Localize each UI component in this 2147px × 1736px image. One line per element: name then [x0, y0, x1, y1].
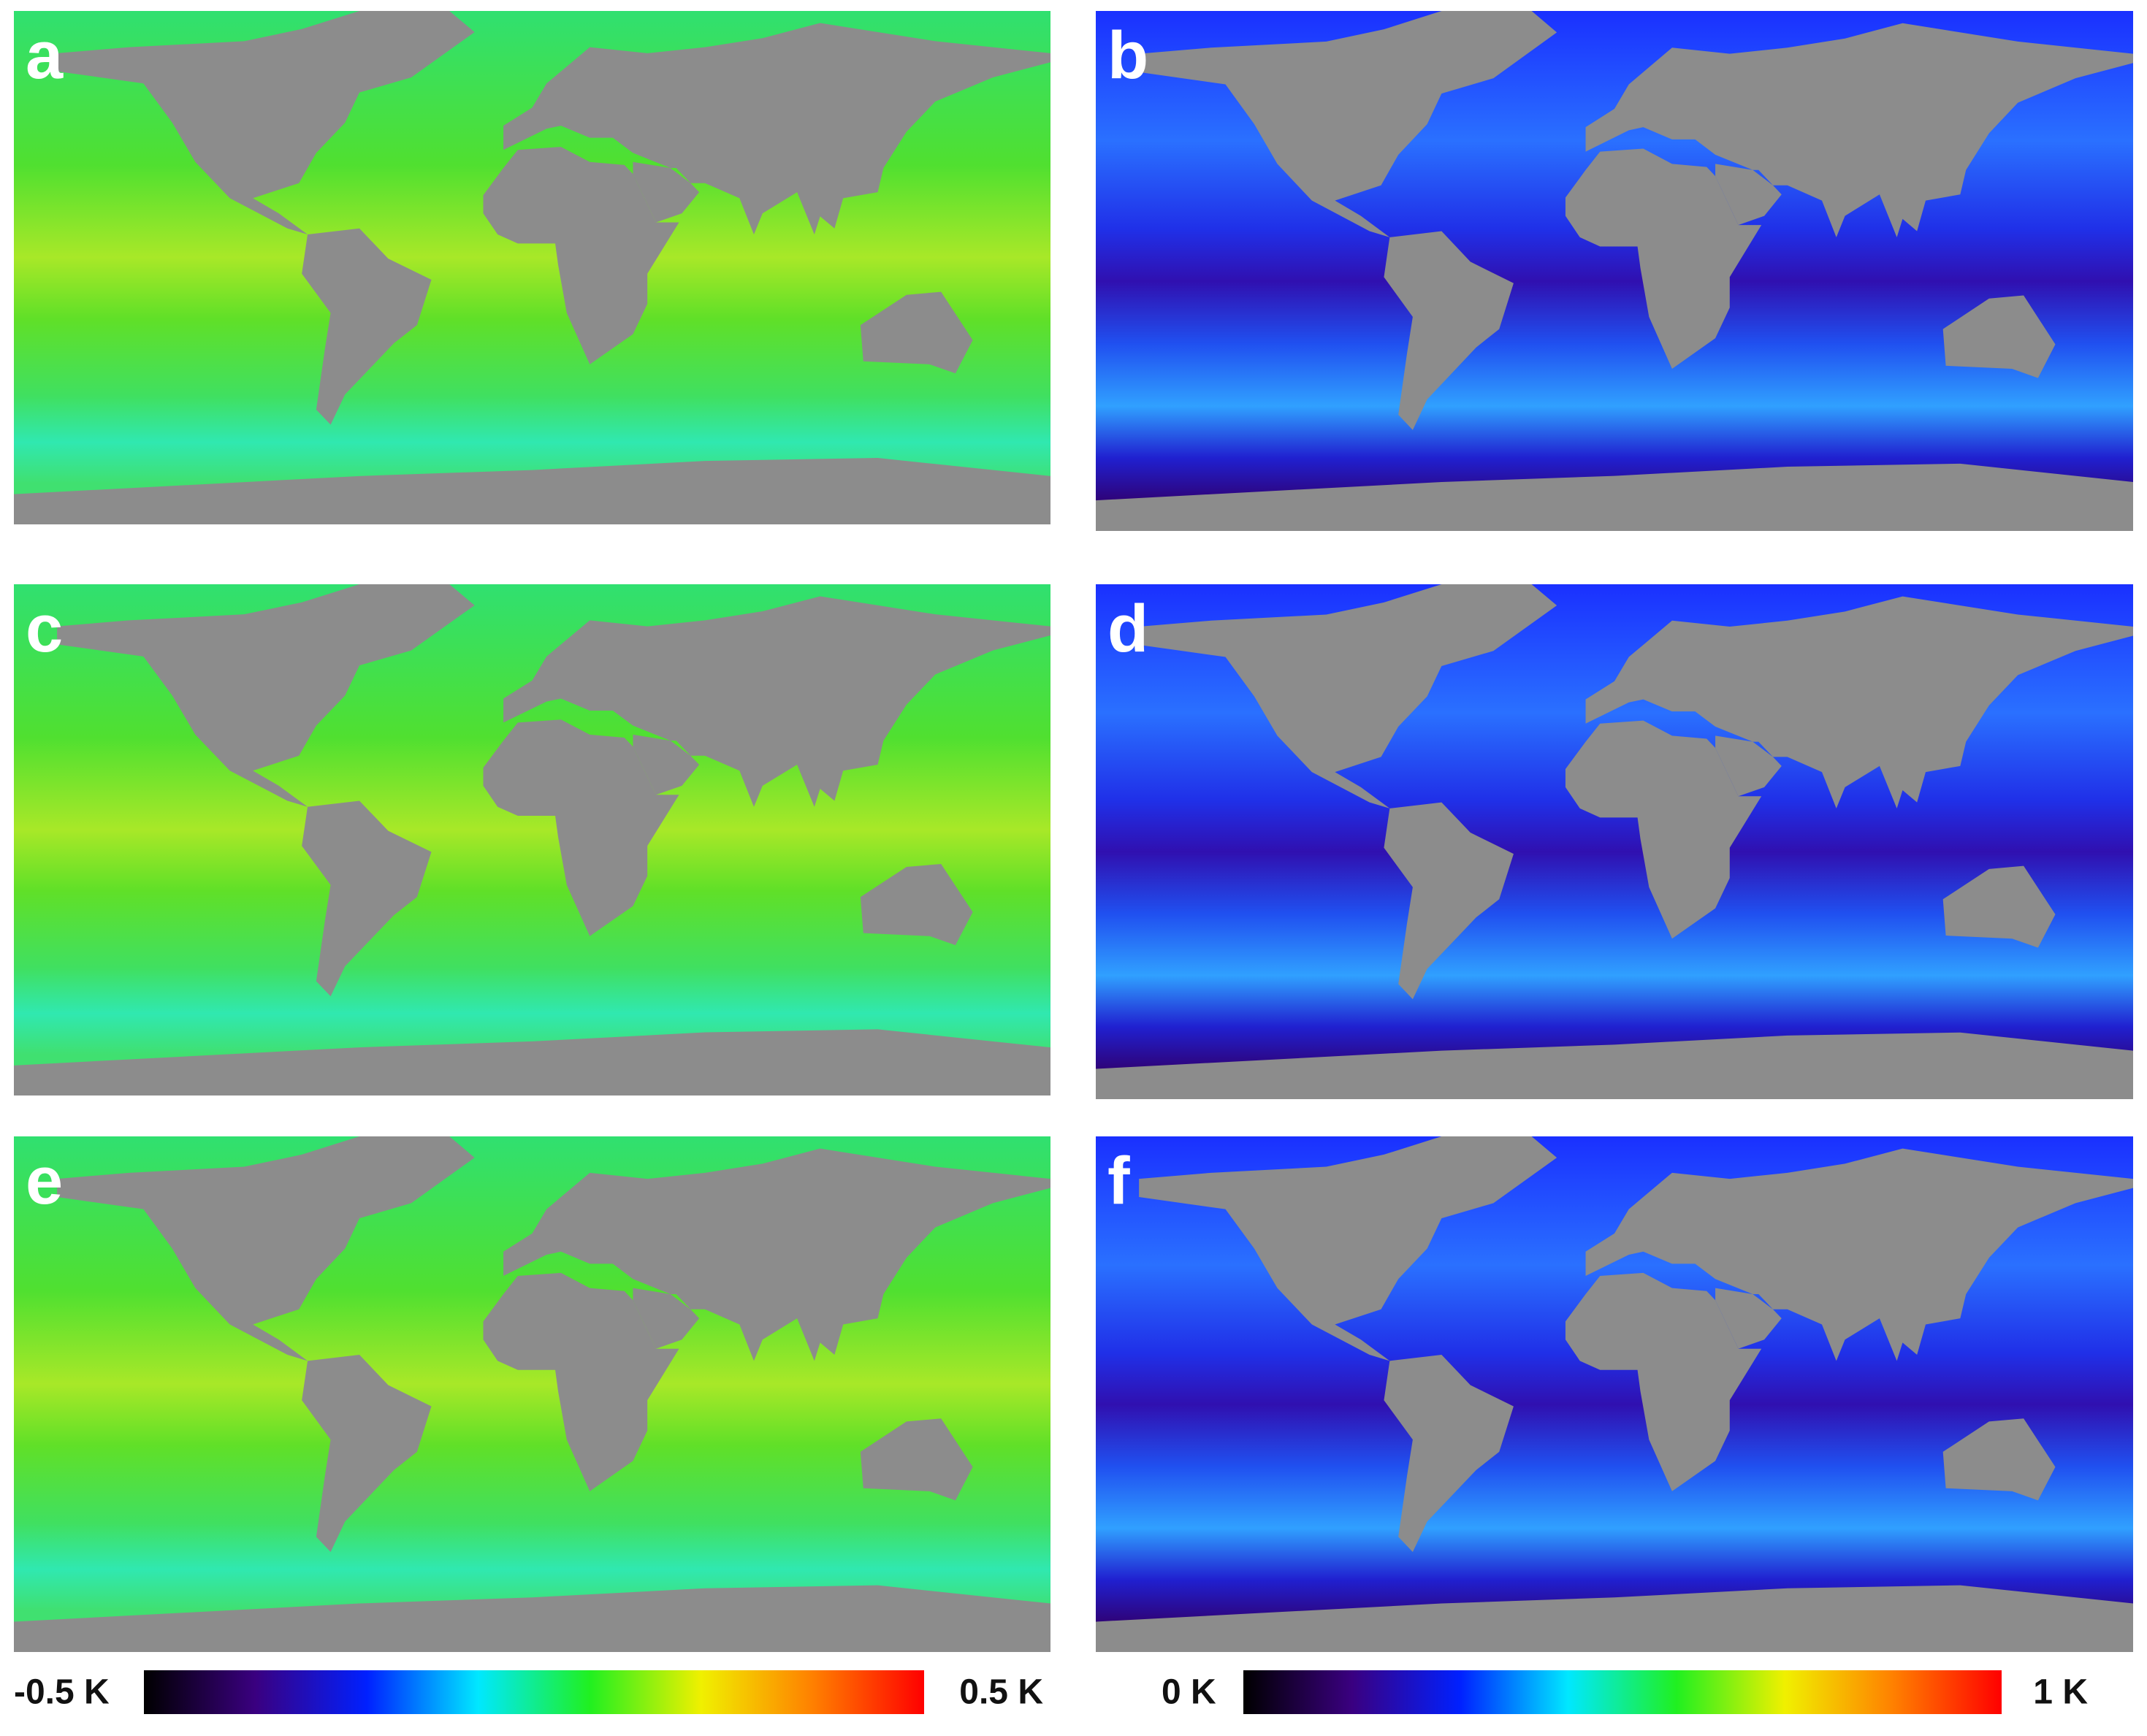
colorbar-max-label: 0.5 K: [959, 1673, 1043, 1712]
panel-label: b: [1107, 18, 1148, 93]
panel-label: e: [26, 1144, 63, 1218]
colorbar-max-label: 1 K: [2033, 1673, 2088, 1712]
map-panel: [14, 1136, 1050, 1652]
colorbar-min-label: -0.5 K: [14, 1673, 110, 1712]
map-panel: [1096, 584, 2133, 1099]
colorbar: [1243, 1670, 2002, 1714]
colorbar-min-label: 0 K: [1162, 1673, 1216, 1712]
map-panel: [14, 584, 1050, 1095]
map-panel: [1096, 11, 2133, 531]
colorbar: [144, 1670, 924, 1714]
panel-label: a: [26, 18, 64, 93]
map-panel: [14, 11, 1050, 524]
panel-label: c: [26, 592, 63, 666]
map-panel: [1096, 1136, 2133, 1652]
panel-label: f: [1107, 1144, 1130, 1218]
panel-label: d: [1107, 592, 1148, 666]
